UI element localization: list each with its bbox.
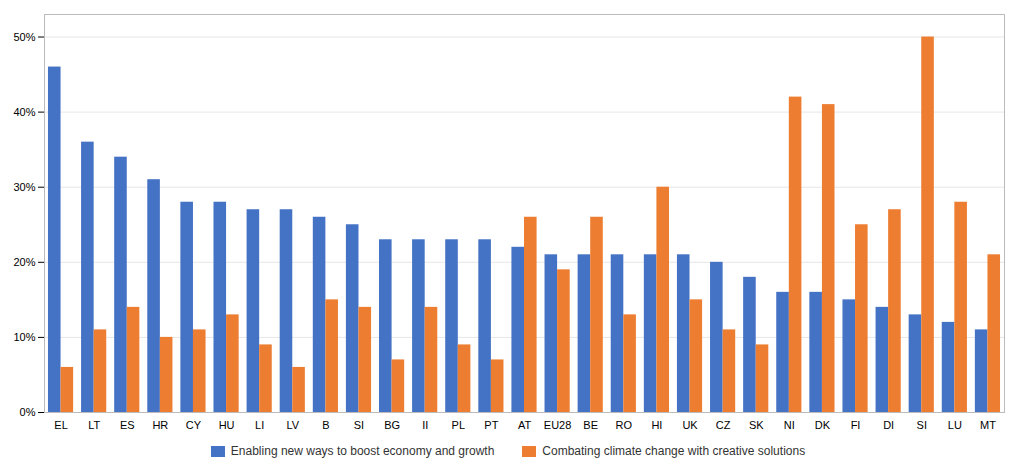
svg-text:20%: 20% xyxy=(13,256,35,268)
svg-text:MT: MT xyxy=(980,419,996,431)
svg-text:HR: HR xyxy=(152,419,168,431)
svg-text:0%: 0% xyxy=(20,406,36,418)
svg-text:EU28: EU28 xyxy=(544,419,572,431)
svg-text:BG: BG xyxy=(384,419,400,431)
svg-text:30%: 30% xyxy=(13,181,35,193)
svg-text:NI: NI xyxy=(784,419,795,431)
html-text:Combating climate change with: Combating climate change with creative s… xyxy=(542,444,806,458)
svg-text:EL: EL xyxy=(54,419,67,431)
svg-text:SK: SK xyxy=(749,419,764,431)
svg-text:RO: RO xyxy=(616,419,633,431)
svg-text:HI: HI xyxy=(651,419,662,431)
svg-text:HU: HU xyxy=(219,419,235,431)
svg-text:SI: SI xyxy=(917,419,927,431)
svg-text:DK: DK xyxy=(815,419,831,431)
svg-text:FI: FI xyxy=(851,419,861,431)
svg-text:PT: PT xyxy=(484,419,498,431)
html-text:Enabling new ways to boost eco: Enabling new ways to boost economy and g… xyxy=(230,444,495,458)
svg-text:PL: PL xyxy=(452,419,465,431)
svg-text:LT: LT xyxy=(88,419,100,431)
svg-text:40%: 40% xyxy=(13,106,35,118)
svg-text:UK: UK xyxy=(682,419,698,431)
svg-text:ES: ES xyxy=(120,419,135,431)
svg-text:LV: LV xyxy=(286,419,299,431)
svg-text:LU: LU xyxy=(948,419,962,431)
svg-text:10%: 10% xyxy=(13,331,35,343)
svg-text:DI: DI xyxy=(883,419,894,431)
svg-text:AT: AT xyxy=(518,419,532,431)
svg-text:SI: SI xyxy=(354,419,364,431)
svg-text:CY: CY xyxy=(186,419,202,431)
svg-text:B: B xyxy=(322,419,329,431)
svg-text:50%: 50% xyxy=(13,31,35,43)
svg-text:LI: LI xyxy=(255,419,264,431)
svg-text:CZ: CZ xyxy=(716,419,731,431)
svg-text:BE: BE xyxy=(583,419,598,431)
svg-text:II: II xyxy=(422,419,428,431)
